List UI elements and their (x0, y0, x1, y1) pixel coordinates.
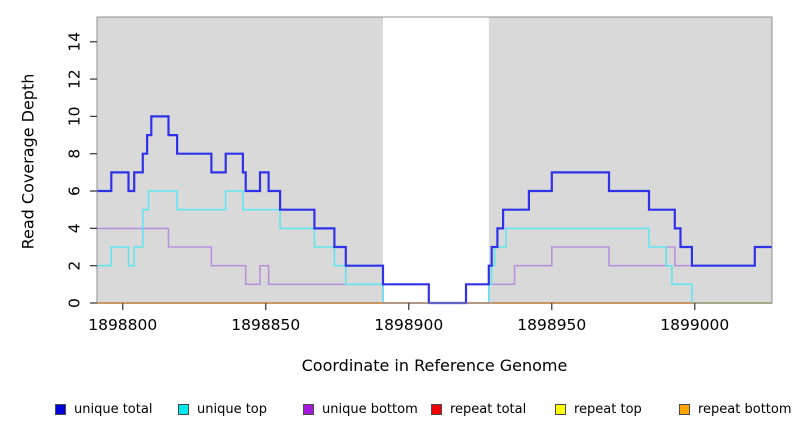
legend-item-repeat-total: repeat total (431, 399, 526, 419)
legend-item-repeat-bottom: repeat bottom (679, 399, 792, 419)
legend-item-unique-total: unique total (55, 399, 152, 419)
unique-top-swatch-icon (178, 403, 189, 415)
y-tick-label: 4 (66, 223, 84, 233)
y-tick-label: 10 (66, 107, 84, 127)
legend-label: repeat top (574, 401, 642, 417)
legend-item-unique-bottom: unique bottom (303, 399, 418, 419)
unique-total-swatch-icon (55, 403, 66, 415)
legend: unique total unique top unique bottom re… (0, 399, 792, 423)
x-tick-label: 1898950 (517, 316, 586, 334)
x-tick-label: 1898800 (88, 316, 157, 334)
plot-panel-border (96, 16, 773, 304)
y-axis-title: Read Coverage Depth (18, 73, 38, 250)
series-unique-top (97, 190, 772, 304)
x-axis-title: Coordinate in Reference Genome (301, 356, 568, 375)
repeat-total-swatch-icon (431, 403, 442, 415)
y-tick-label: 2 (66, 261, 84, 271)
repeat-bottom-swatch-icon (679, 403, 690, 415)
highlight-band (383, 17, 489, 303)
y-tick-label: 8 (66, 149, 84, 159)
legend-label: unique bottom (322, 401, 418, 417)
series-unique-total (97, 115, 772, 305)
y-tick-label: 6 (66, 186, 84, 196)
y-tick-label: 14 (66, 32, 84, 52)
legend-label: repeat total (450, 401, 527, 417)
y-tick-label: 0 (66, 298, 84, 308)
y-tick-label: 12 (66, 69, 84, 89)
x-tick-label: 1898850 (231, 316, 300, 334)
x-tick-label: 1898900 (374, 316, 443, 334)
legend-item-unique-top: unique top (178, 399, 267, 419)
repeat-top-swatch-icon (555, 403, 566, 415)
legend-item-repeat-top: repeat top (555, 399, 642, 419)
unique-bottom-swatch-icon (303, 403, 314, 415)
x-tick-label: 1899000 (660, 316, 729, 334)
legend-label: repeat bottom (698, 401, 792, 417)
legend-label: unique total (74, 401, 153, 417)
legend-label: unique top (197, 401, 268, 417)
